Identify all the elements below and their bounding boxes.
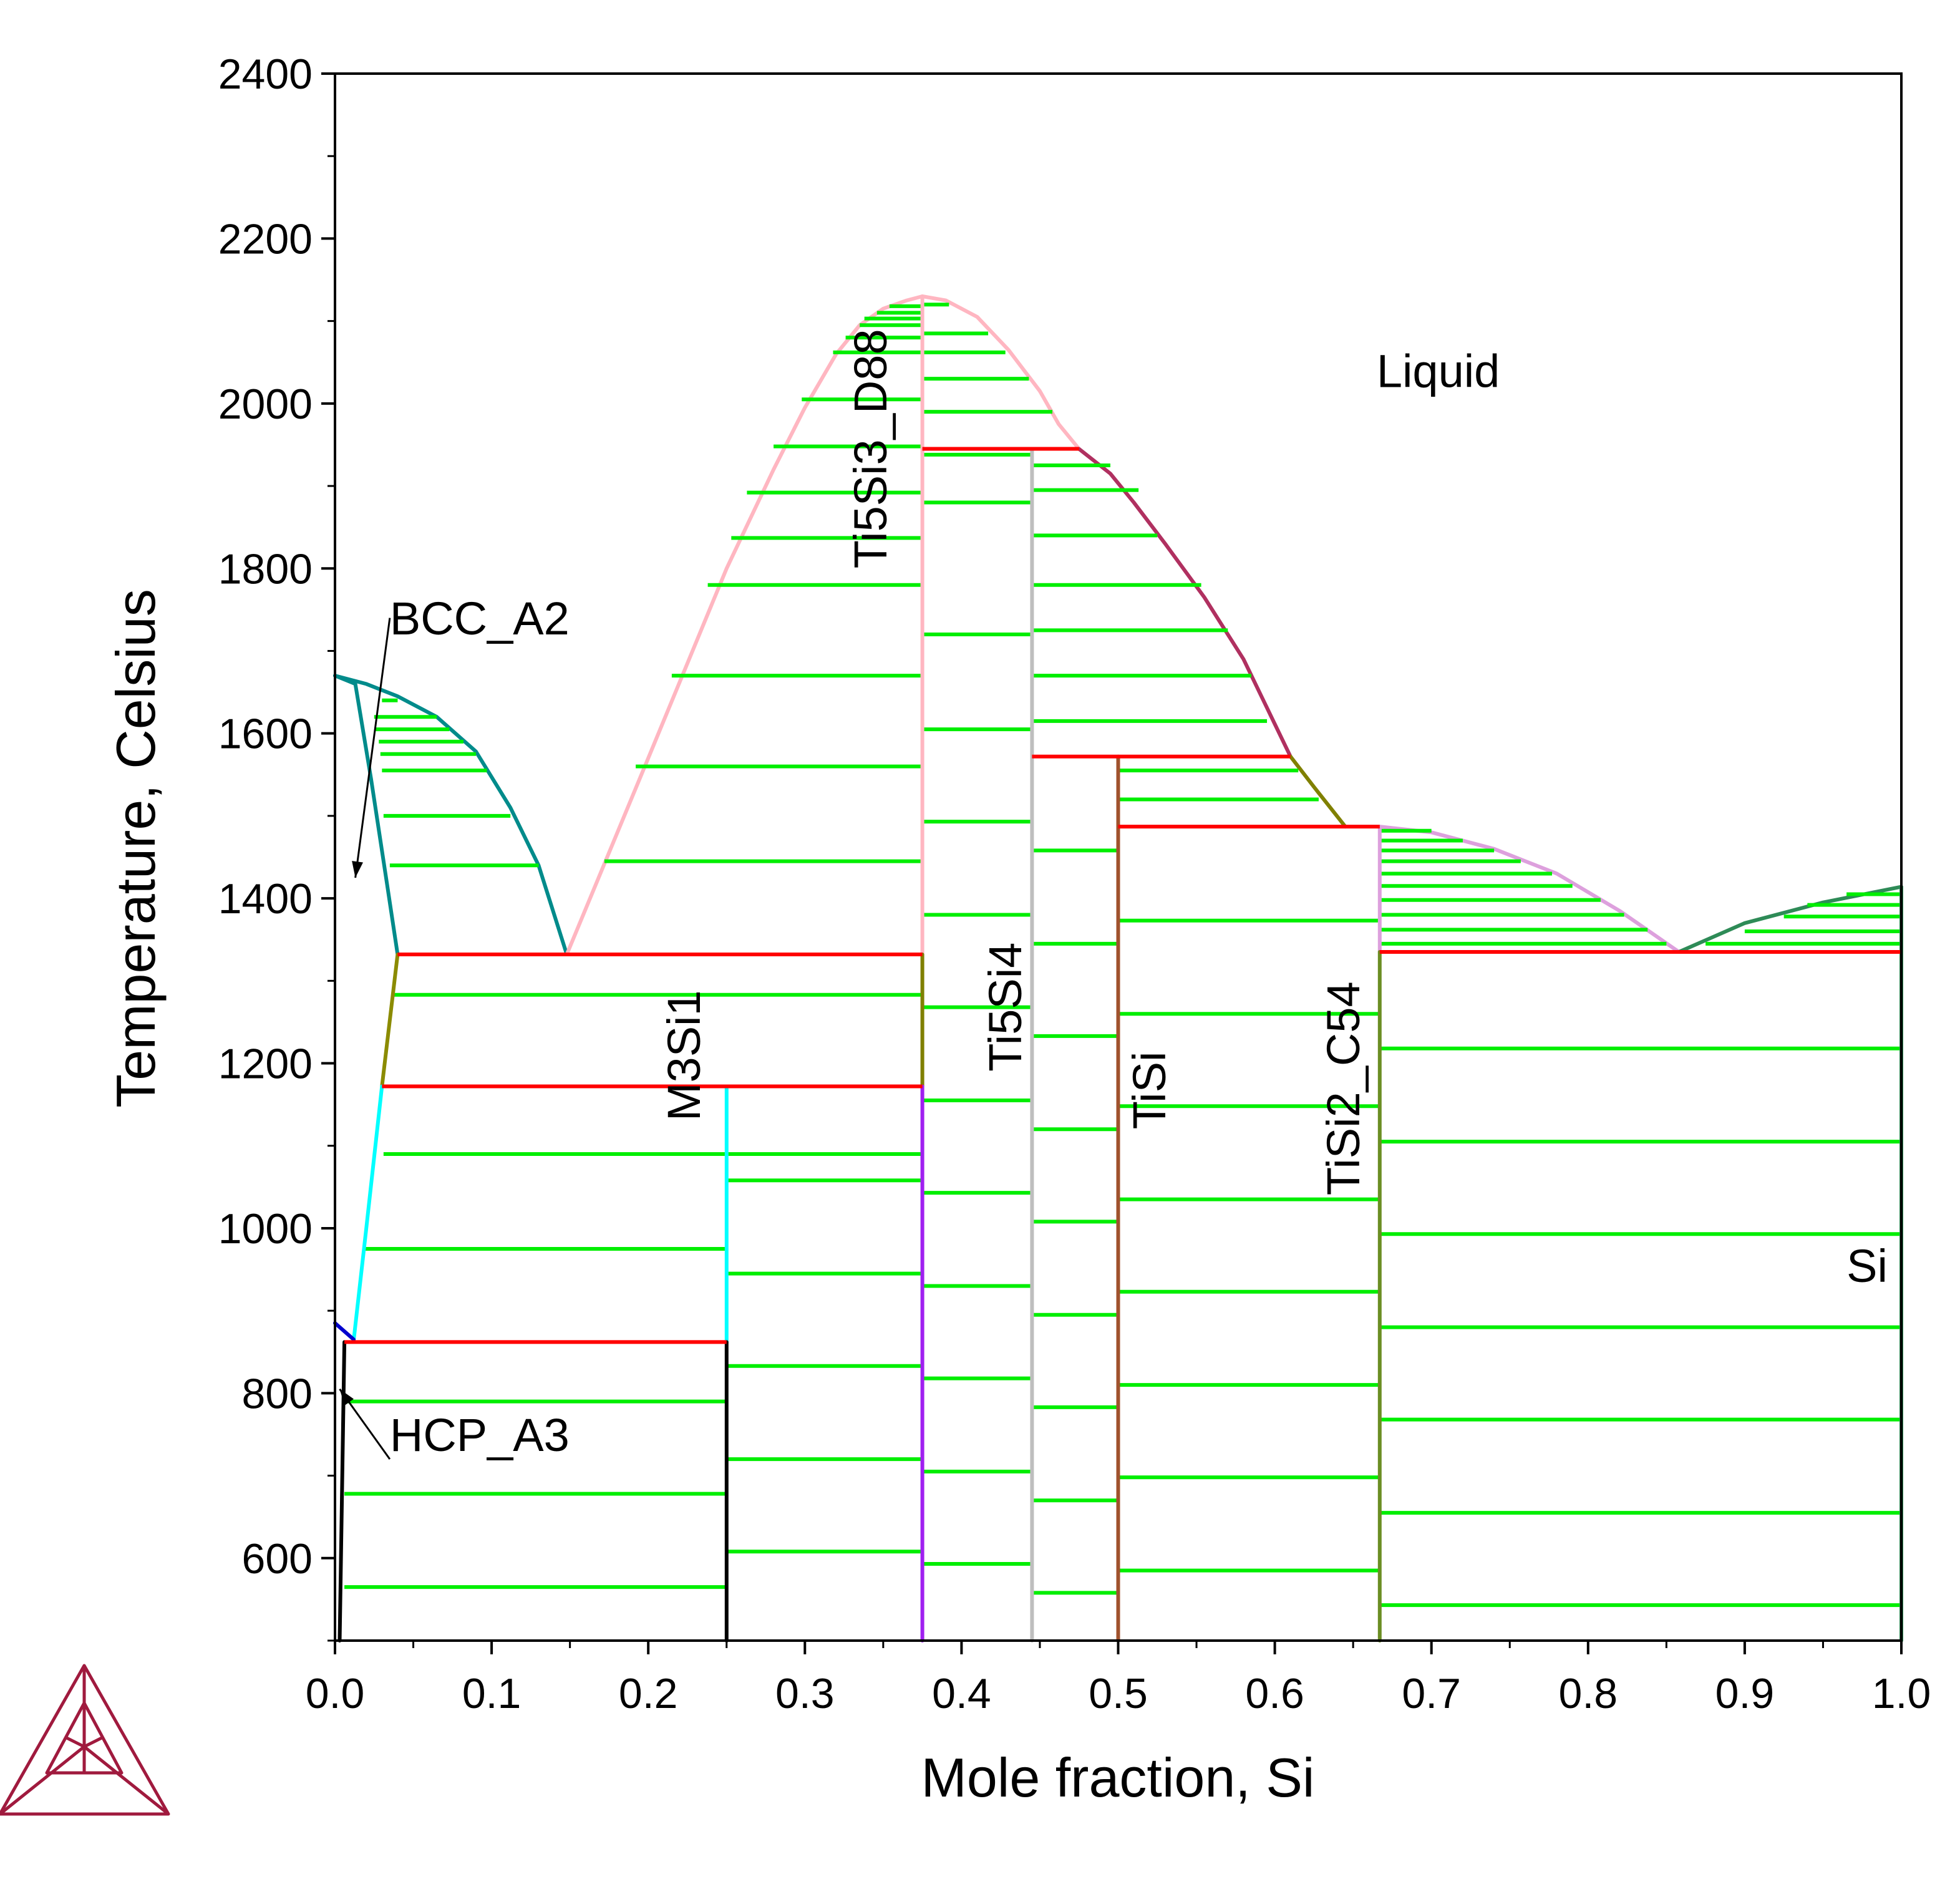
phase-boundary-bcc-solvus-low bbox=[352, 1084, 384, 1342]
y-tick-label: 2400 bbox=[218, 51, 313, 98]
x-tick-label: 0.2 bbox=[619, 1670, 678, 1717]
phase-label-ti5si3: Ti5Si3_D88 bbox=[845, 329, 896, 568]
phase-label-hcp: HCP_A3 bbox=[390, 1409, 570, 1461]
x-tick-label: 1.0 bbox=[1872, 1670, 1931, 1717]
y-tick-label: 600 bbox=[242, 1535, 313, 1583]
phase-boundary-bcc-solidus bbox=[333, 674, 400, 956]
phase-label-tisi: TiSi bbox=[1123, 1052, 1175, 1130]
x-axis-title: Mole fraction, Si bbox=[921, 1747, 1315, 1808]
x-axis: 0.0 0.1 0.2 0.3 0.4 0.5 0.6 0.7 0.8 0.9 1.0 bbox=[306, 1641, 1931, 1717]
x-tick-label: 0.5 bbox=[1089, 1670, 1148, 1717]
phase-boundary-hcp-bcc-boundary bbox=[333, 1321, 356, 1342]
x-tick-label: 0.0 bbox=[306, 1670, 365, 1717]
phase-boundary-bcc-ti3si-solvus bbox=[380, 953, 400, 1089]
phase-label-ti5si4: Ti5Si4 bbox=[979, 943, 1031, 1072]
x-tick-label: 0.6 bbox=[1245, 1670, 1304, 1717]
pointer-arrowhead-hcp bbox=[339, 1389, 354, 1406]
y-tick-label: 1800 bbox=[218, 545, 313, 593]
phase-boundary-ti5si4-liquidus bbox=[1077, 447, 1293, 759]
pointer-arrowhead-bcc bbox=[352, 861, 363, 878]
y-tick-label: 1400 bbox=[218, 875, 313, 923]
y-axis: 600 800 1000 1200 1400 1600 1800 2000 2200 2400 bbox=[218, 51, 335, 1642]
phase-boundary-hcp-solvus bbox=[337, 1340, 347, 1642]
x-tick-label: 0.8 bbox=[1559, 1670, 1618, 1717]
x-tick-label: 0.9 bbox=[1715, 1670, 1775, 1717]
phase-label-liquid: Liquid bbox=[1377, 345, 1500, 397]
pointers bbox=[339, 618, 391, 1460]
y-axis-title: Temperature, Celsius bbox=[105, 589, 167, 1107]
thermo-calc-logo-icon bbox=[0, 1664, 170, 1816]
phase-boundary-bcc-liquidus bbox=[333, 674, 569, 956]
phase-label-bcc: BCC_A2 bbox=[390, 593, 570, 644]
x-tick-label: 0.7 bbox=[1402, 1670, 1461, 1717]
x-tick-label: 0.1 bbox=[462, 1670, 522, 1717]
phase-label-tisi2: TiSi2_C54 bbox=[1317, 981, 1369, 1195]
pointer-line-bcc bbox=[354, 618, 391, 878]
y-tick-label: 2200 bbox=[218, 215, 313, 263]
phase-labels: Liquid BCC_A2 HCP_A3 M3Si1 Ti5Si3_D88 Ti5Si4 T… bbox=[390, 329, 1888, 1461]
y-tick-label: 2000 bbox=[218, 381, 313, 428]
phase-boundary-tisi-liquidus bbox=[1288, 754, 1347, 829]
y-tick-label: 800 bbox=[242, 1370, 313, 1417]
x-tick-label: 0.3 bbox=[775, 1670, 835, 1717]
x-tick-label: 0.4 bbox=[932, 1670, 991, 1717]
y-tick-label: 1600 bbox=[218, 711, 313, 758]
y-tick-label: 1200 bbox=[218, 1041, 313, 1088]
phase-label-m3si1: M3Si1 bbox=[658, 990, 710, 1121]
y-tick-label: 1000 bbox=[218, 1205, 313, 1253]
phase-label-si: Si bbox=[1846, 1240, 1888, 1292]
phase-boundary-ti5si3-liquidus-right bbox=[920, 294, 1081, 451]
